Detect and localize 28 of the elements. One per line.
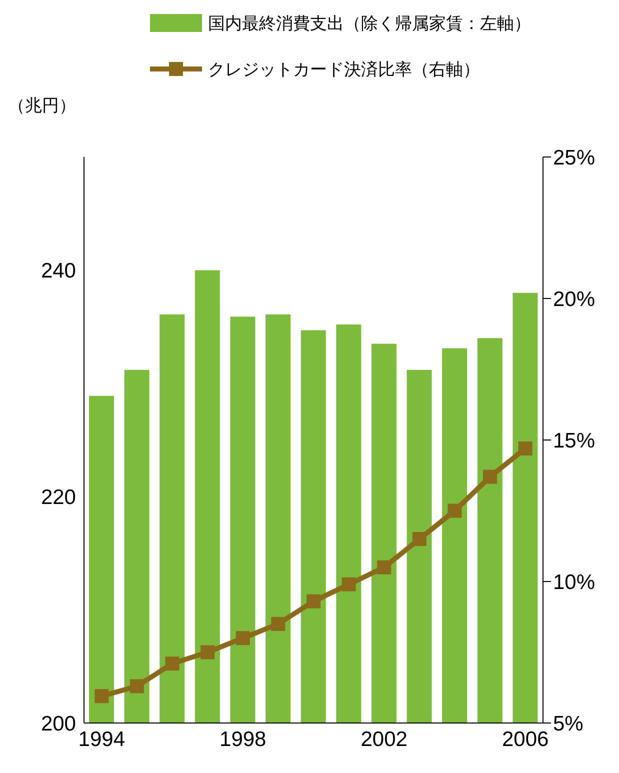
point bbox=[483, 470, 498, 484]
point bbox=[271, 616, 286, 631]
point bbox=[165, 656, 180, 671]
y2-tick-label: 15% bbox=[553, 429, 596, 452]
point bbox=[200, 645, 215, 660]
point bbox=[448, 504, 462, 518]
x-tick-label: 1994 bbox=[78, 728, 126, 751]
y2-tick-label: 25% bbox=[553, 146, 596, 170]
y-tick-label: 240 bbox=[40, 260, 76, 283]
y2-tick-label: 20% bbox=[553, 288, 596, 311]
y2-tick-label: 5% bbox=[553, 712, 584, 736]
x-tick-label: 2002 bbox=[360, 728, 408, 751]
point bbox=[377, 560, 392, 574]
x-tick-label: 2006 bbox=[502, 728, 549, 751]
x-tick-label: 1998 bbox=[220, 728, 266, 751]
point bbox=[342, 577, 356, 592]
y-tick-label: 220 bbox=[40, 486, 76, 510]
y-axis-title: （兆円） bbox=[8, 95, 76, 117]
legend-label: クレジットカード決済比率（右軸） bbox=[208, 58, 480, 80]
y2-tick-label: 10% bbox=[553, 570, 596, 594]
point bbox=[518, 441, 532, 456]
point bbox=[306, 594, 320, 608]
y-tick-label: 200 bbox=[40, 712, 76, 736]
point bbox=[412, 532, 426, 546]
point bbox=[94, 689, 109, 704]
point bbox=[130, 679, 144, 694]
legend-label: 国内最終消費支出（除く帰属家賃：左軸） bbox=[208, 12, 531, 34]
point bbox=[236, 631, 250, 646]
